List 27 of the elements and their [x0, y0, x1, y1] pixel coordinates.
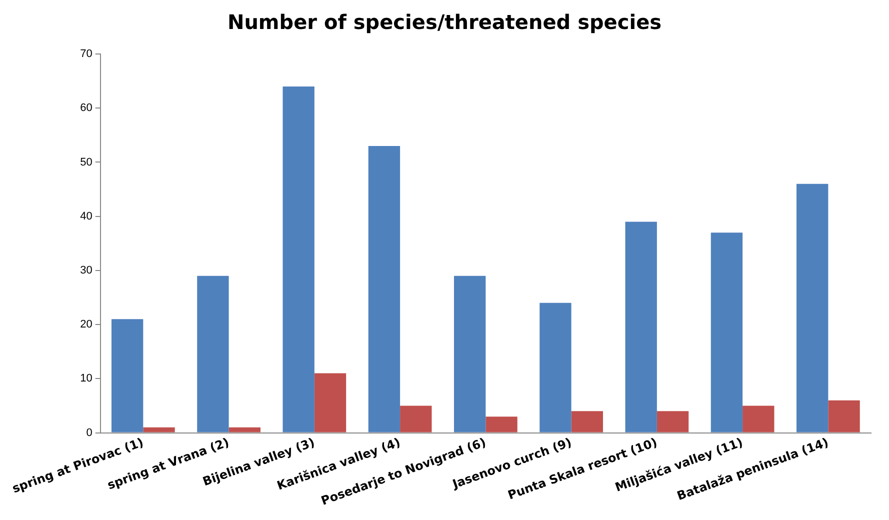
bar — [486, 416, 518, 432]
bar — [282, 86, 314, 432]
chart-title: Number of species/threatened species — [227, 10, 662, 34]
y-tick-label: 0 — [86, 426, 92, 439]
bar — [197, 276, 229, 432]
y-tick-label: 50 — [80, 156, 92, 168]
bar — [796, 184, 828, 432]
bar — [228, 427, 260, 432]
y-tick-label: 60 — [80, 102, 92, 114]
y-tick-label: 10 — [80, 372, 92, 385]
bar — [742, 406, 774, 432]
bar — [571, 411, 603, 432]
y-tick-label: 20 — [80, 318, 92, 331]
bar — [828, 400, 860, 432]
bar — [540, 302, 572, 432]
bar — [625, 222, 657, 432]
bar — [111, 319, 144, 432]
y-tick-label: 30 — [80, 264, 92, 276]
y-tick-label: 40 — [80, 210, 92, 222]
bar — [656, 411, 689, 432]
bar — [314, 373, 346, 432]
bar — [368, 146, 400, 432]
bar — [454, 276, 486, 432]
bar — [400, 406, 432, 432]
y-tick-label: 70 — [80, 48, 92, 60]
bar — [143, 427, 175, 432]
bar — [710, 232, 743, 432]
